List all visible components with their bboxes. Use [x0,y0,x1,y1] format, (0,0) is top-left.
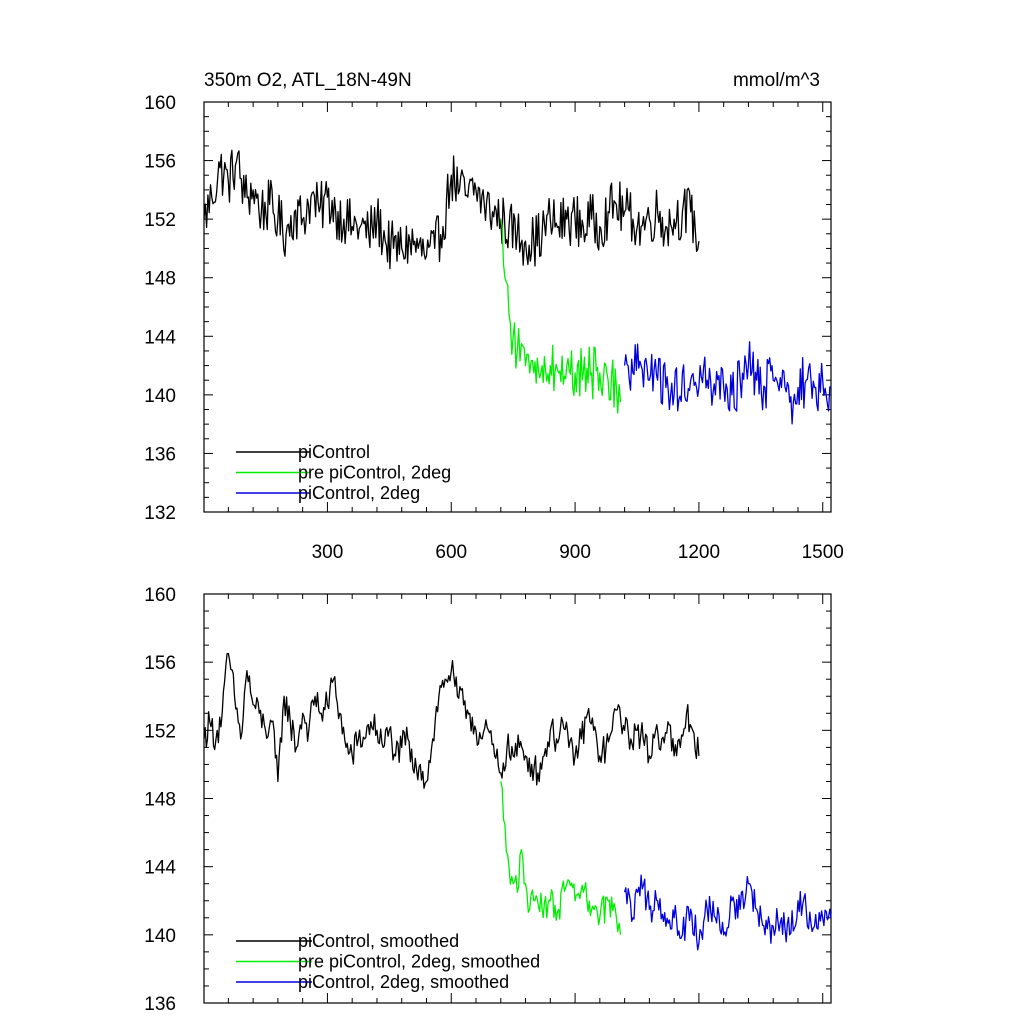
legend-label: pre piControl, 2deg, smoothed [298,952,540,972]
legend-label: pre piControl, 2deg [298,463,451,483]
x-tick-label: 300 [312,542,344,563]
legend-label: piControl [298,442,370,462]
y-tick-label: 144 [144,327,176,348]
y-tick-label: 160 [144,93,176,114]
plot-title: 350m O2, ATL_18N-49N [204,70,412,91]
series-line [500,781,622,935]
y-tick-label: 152 [144,210,176,231]
legend-label: piControl, smoothed [298,931,459,951]
y-tick-label: 160 [144,585,176,606]
legend-label: piControl, 2deg [298,483,420,503]
series-line [203,149,700,270]
series-line [623,874,832,951]
y-tick-label: 136 [144,444,176,465]
chart-panel-top: 132 136 140 144 148 152 156 160 300 600 900 1200 150… [144,93,844,563]
y-tick-label: 148 [144,790,176,811]
y-tick-label: 140 [144,386,176,407]
series-line [203,652,700,789]
y-tick-label: 136 [144,994,176,1015]
y-tick-label: 140 [144,926,176,947]
y-tick-label: 156 [144,152,176,173]
y-tick-label: 132 [144,503,176,524]
x-tick-label: 1200 [678,542,720,563]
x-tick-label: 600 [435,542,467,563]
y-tick-label: 152 [144,721,176,742]
y-tick-label: 148 [144,269,176,290]
series-line [623,341,832,425]
legend-label: piControl, 2deg, smoothed [298,972,509,992]
y-tick-label: 144 [144,858,176,879]
x-tick-label: 900 [559,542,591,563]
chart-panel-bottom: 136 140 144 148 152 156 160 piControl, smoothed… [144,585,832,1015]
units-label: mmol/m^3 [733,70,820,91]
x-tick-label: 1500 [802,542,844,563]
series-line [500,218,622,414]
y-tick-label: 156 [144,653,176,674]
